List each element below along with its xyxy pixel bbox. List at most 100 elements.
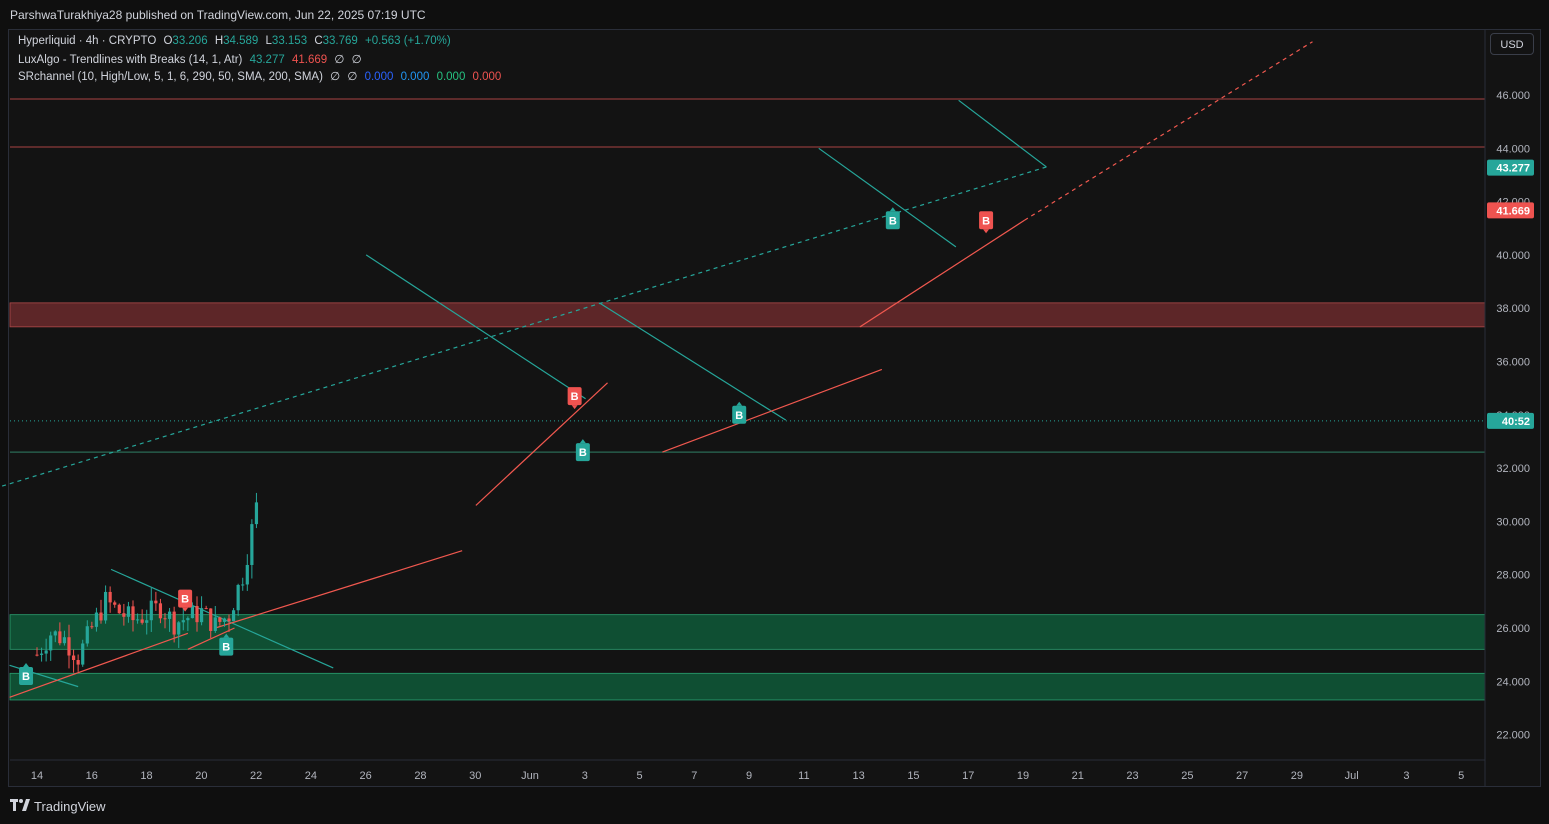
candle xyxy=(126,601,131,623)
candle xyxy=(195,596,199,632)
price-tick-label: 30.000 xyxy=(1496,516,1530,528)
time-tick-label: 23 xyxy=(1126,770,1138,782)
candle xyxy=(122,603,126,626)
candle-body xyxy=(254,502,259,525)
time-tick-label: 11 xyxy=(798,770,809,782)
luxalgo-value-2: 41.669 xyxy=(291,54,328,66)
candle-body xyxy=(49,635,53,651)
break-signal-bull: B xyxy=(885,207,900,230)
candle-body xyxy=(122,613,126,617)
break-signal-bull: B xyxy=(732,401,747,424)
legend-line-srchannel[interactable]: SRchannel (10, High/Low, 5, 1, 6, 290, 5… xyxy=(18,69,505,83)
signal-pointer xyxy=(571,405,578,410)
luxalgo-value-1: 43.277 xyxy=(249,54,285,66)
sr-zone-support xyxy=(9,614,1486,650)
time-tick-label: 14 xyxy=(31,770,43,782)
legend-symbol: Hyperliquid · 4h · CRYPTO xyxy=(18,35,157,47)
price-axis-tag: 40:52 xyxy=(1487,412,1534,429)
candle-body xyxy=(213,617,217,631)
trendline-up xyxy=(187,627,235,650)
time-tick-label: 28 xyxy=(414,770,426,782)
candle xyxy=(236,583,240,616)
signal-label: B xyxy=(181,594,189,606)
candle xyxy=(99,599,103,624)
top-bar: ParshwaTurakhiya28 published on TradingV… xyxy=(0,0,1549,30)
candles xyxy=(35,492,259,673)
high-label: H xyxy=(214,35,224,47)
trendline-down xyxy=(958,99,1047,168)
signal-label: B xyxy=(982,215,990,227)
candle xyxy=(62,630,67,646)
candle-body xyxy=(227,618,231,622)
time-tick-label: 20 xyxy=(195,770,207,782)
candle xyxy=(140,609,144,625)
break-signal-bear: B xyxy=(979,211,994,234)
price-tick-label: 44.000 xyxy=(1496,143,1530,155)
signal-label: B xyxy=(579,447,587,459)
candle xyxy=(81,639,85,667)
candle-body xyxy=(195,605,199,623)
break-signal-bull: B xyxy=(219,633,234,656)
time-tick-label: 25 xyxy=(1181,770,1193,782)
candle xyxy=(218,616,222,626)
legend-ohlc: O33.206 H34.589 L33.153 C33.769 +0.563 (… xyxy=(163,35,454,47)
signal-badge xyxy=(885,211,900,230)
low-value: 33.153 xyxy=(271,35,308,47)
candle xyxy=(186,616,190,631)
candle-body xyxy=(39,653,44,655)
time-tick-label: 22 xyxy=(250,770,262,782)
candle xyxy=(204,605,208,610)
tradingview-logo[interactable]: TradingView xyxy=(10,799,106,814)
candle-body xyxy=(204,608,208,610)
change-value: +0.563 (+1.70%) xyxy=(365,35,451,47)
currency-button[interactable]: USD xyxy=(1490,33,1534,55)
trendline-up-projection xyxy=(1024,41,1313,221)
candle-body xyxy=(236,584,240,611)
candle-body xyxy=(154,600,158,604)
candle-body xyxy=(94,612,99,627)
time-tick-label: 29 xyxy=(1291,770,1303,782)
candle-body xyxy=(222,618,227,622)
candle-body xyxy=(181,620,185,623)
time-tick-label: 19 xyxy=(1017,770,1029,782)
tradingview-brand: TradingView xyxy=(34,799,106,814)
candle xyxy=(231,607,236,622)
candle-body xyxy=(167,611,172,619)
candle xyxy=(44,638,48,662)
candle xyxy=(149,587,153,632)
time-tick-label: 26 xyxy=(360,770,372,782)
candle-body xyxy=(76,660,80,665)
candle-body xyxy=(163,618,167,620)
price-tag-label: 41.669 xyxy=(1496,205,1530,217)
time-tick-label: 27 xyxy=(1236,770,1248,782)
signal-pointer xyxy=(736,401,743,406)
candle-body xyxy=(62,637,67,644)
candle xyxy=(177,621,181,648)
candle xyxy=(135,613,140,624)
candle xyxy=(199,596,204,626)
candle-body xyxy=(126,606,131,617)
sr-zone-support xyxy=(9,672,1486,701)
candle-body xyxy=(117,604,121,614)
chart-area[interactable] xyxy=(8,29,1541,787)
price-tick-label: 38.000 xyxy=(1496,303,1530,315)
signal-pointer xyxy=(579,439,586,444)
legend-line-symbol[interactable]: Hyperliquid · 4h · CRYPTO O33.206 H34.58… xyxy=(18,35,459,47)
candle-body xyxy=(53,631,57,636)
candle xyxy=(67,624,71,669)
signal-badge xyxy=(178,589,193,608)
candle-body xyxy=(241,584,245,586)
candle xyxy=(94,607,99,632)
horizontal-levels xyxy=(10,98,1485,453)
price-tick-label: 24.000 xyxy=(1496,676,1530,688)
candle xyxy=(90,621,94,629)
legend-line-luxalgo[interactable]: LuxAlgo - Trendlines with Breaks (14, 1,… xyxy=(18,52,366,66)
price-tick-label: 36.000 xyxy=(1496,357,1530,369)
candle-body xyxy=(186,618,190,621)
time-tick-label: 15 xyxy=(907,770,919,782)
time-tick-label: 9 xyxy=(746,770,752,782)
time-axis: 14 16 18 20 22 24 26 28 30 Jun 3 5 7 9 11 13 15 17 19 21 23 2… xyxy=(10,759,1485,782)
candle xyxy=(145,609,149,635)
candle-body xyxy=(113,602,117,605)
